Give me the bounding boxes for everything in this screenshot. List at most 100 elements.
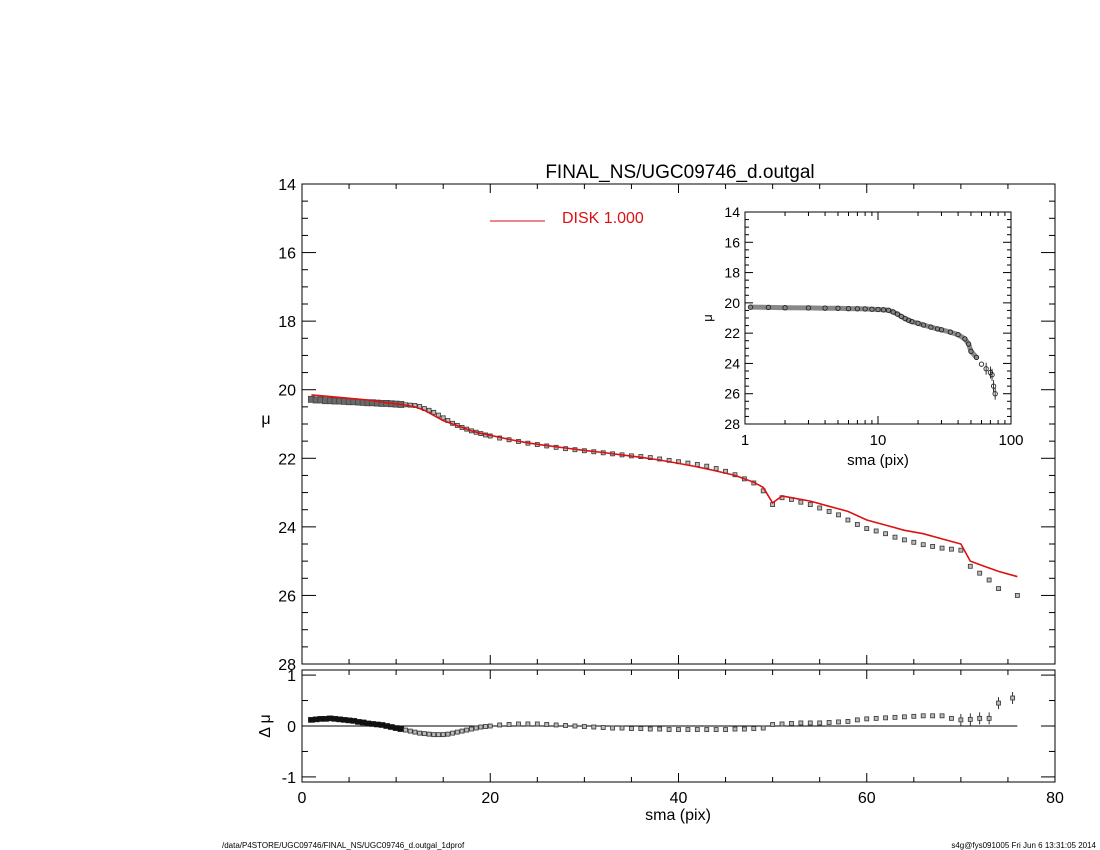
residual-data-point (920, 713, 926, 719)
footer-right: s4g@fys091005 Fri Jun 6 13:31:05 2014 (951, 841, 1096, 850)
inset-data-point (845, 305, 852, 312)
inset-y-tick-label: 26 (724, 386, 740, 402)
main-y-tick-label: 20 (278, 383, 296, 400)
residual-data-point (436, 732, 441, 738)
main-data-point (845, 517, 851, 523)
residual-data-point (930, 713, 936, 719)
inset-x-tick-label: 1 (741, 432, 749, 449)
inset-y-tick-label: 18 (724, 265, 740, 281)
residual-data-point (638, 726, 644, 731)
residual-data-point (473, 725, 479, 731)
residual-data-point (836, 719, 841, 725)
residual-data-point (534, 721, 540, 727)
main-data-point (807, 502, 813, 507)
residual-data-point (760, 725, 766, 731)
residual-data-point (619, 725, 625, 731)
inset-data-point (955, 332, 961, 338)
main-data-point (958, 547, 964, 553)
residual-data-point (986, 715, 992, 721)
residual-data-point (600, 725, 606, 730)
residual-data-point (854, 717, 860, 723)
residual-data-point (676, 727, 681, 732)
main-y-tick-label: 14 (278, 177, 296, 194)
inset-y-tick-label: 28 (724, 416, 740, 432)
residual-data-point (647, 726, 653, 732)
main-data-point (704, 463, 710, 469)
residual-x-tick-label: 60 (858, 790, 876, 807)
inset-data-point (905, 317, 912, 323)
main-data-point (798, 499, 804, 505)
inset-data-point (747, 304, 754, 310)
inset-data-point (983, 366, 989, 372)
residual-data-point (723, 727, 728, 732)
residual-data-point (770, 722, 776, 727)
residual-x-tick-label: 40 (670, 790, 688, 807)
residual-y-tick-label: 1 (287, 668, 296, 685)
residual-data-point (506, 722, 512, 727)
residual-data-point (902, 714, 907, 720)
main-data-point (892, 534, 898, 540)
residual-y-tick-label: 0 (287, 719, 296, 736)
residual-x-tick-label: 0 (298, 790, 307, 807)
inset-data-point (869, 306, 875, 312)
residual-y-tick-label: -1 (282, 770, 296, 787)
inset-plot-frame (744, 211, 1012, 425)
inset-data-point (890, 309, 896, 315)
main-y-axis-label: μ (261, 411, 270, 428)
main-y-tick-label: 28 (278, 657, 296, 674)
residual-data-point (967, 716, 973, 722)
inset-data-point (928, 324, 934, 330)
inset-data-point (965, 341, 972, 347)
inset-data-point (835, 305, 841, 311)
residual-data-point (464, 727, 470, 733)
residual-data-point (407, 728, 413, 734)
main-data-point (873, 528, 879, 534)
main-data-point (996, 586, 1001, 591)
residual-data-point (525, 721, 531, 727)
inset-y-tick-label: 22 (724, 325, 740, 341)
inset-data-point (962, 336, 968, 342)
inset-x-tick-label: 10 (870, 432, 887, 449)
residual-data-point (497, 722, 503, 728)
inset-y-tick-label: 20 (724, 295, 740, 311)
residual-data-point (657, 726, 663, 732)
residual-data-point (469, 726, 474, 732)
main-panel: 14 16 18 20 22 24 26 28 μ DISK 1.000 (261, 177, 1056, 674)
residual-data-point (440, 732, 446, 738)
inset-data-point (978, 361, 985, 367)
residual-data-point (610, 725, 616, 731)
residual-data-point (572, 723, 578, 729)
residual-data-point (629, 726, 634, 731)
residual-data-point (487, 723, 493, 729)
residual-data-point (685, 727, 691, 732)
inset-data-point (968, 348, 974, 354)
main-data-point (864, 526, 870, 531)
inset-data-point (875, 306, 881, 313)
residual-data-point (426, 731, 432, 737)
inset-data-point (765, 304, 772, 311)
residual-data-point (817, 720, 823, 726)
main-data-point (902, 537, 907, 543)
residual-data-point (704, 727, 710, 732)
main-data-point (911, 539, 917, 545)
residual-data-point (949, 715, 954, 721)
residual-data-point (412, 729, 418, 735)
residual-data-point (826, 720, 832, 725)
main-data-point (817, 505, 823, 511)
residual-data-point (1010, 695, 1016, 701)
inset-panel: 1 10 100 14 16 18 20 22 24 26 28 μ sma (pix) (700, 204, 1024, 469)
residual-data-point (478, 724, 484, 730)
residual-x-tick-label: 80 (1046, 790, 1064, 807)
inset-data-point (989, 372, 995, 378)
residual-data-point (591, 724, 597, 730)
residual-data-point (892, 714, 898, 720)
residual-data-point (563, 723, 568, 728)
residual-data-point (694, 727, 700, 732)
chart-title: FINAL_NS/UGC09746_d.outgal (545, 162, 814, 183)
inset-data-point (885, 307, 892, 313)
inset-y-tick-label: 24 (724, 355, 740, 371)
main-data-point (920, 542, 926, 548)
residual-data-point (911, 713, 917, 719)
inset-data-point (947, 329, 954, 335)
